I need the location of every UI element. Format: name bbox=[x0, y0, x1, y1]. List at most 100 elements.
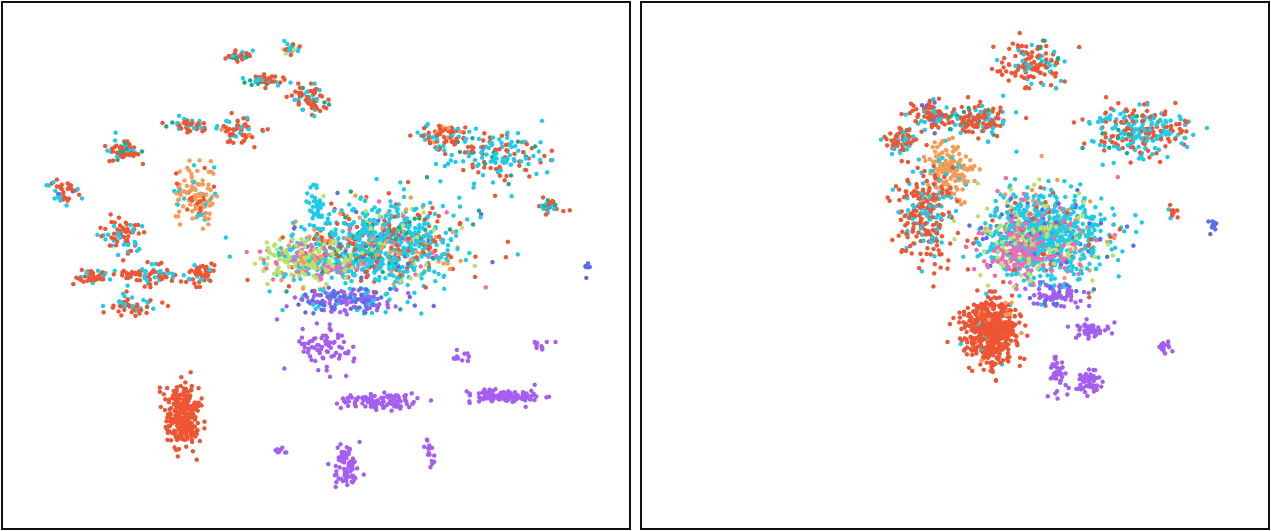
scatter-point bbox=[189, 383, 194, 389]
cluster-0-16 bbox=[537, 195, 572, 217]
scatter-point bbox=[193, 434, 198, 439]
scatter-point bbox=[176, 113, 182, 119]
scatter-point bbox=[960, 127, 966, 132]
scatter-point bbox=[1092, 254, 1097, 260]
scatter-point bbox=[1008, 187, 1013, 192]
scatter-point bbox=[267, 289, 272, 294]
scatter-point bbox=[1042, 38, 1047, 43]
scatter-point bbox=[430, 135, 435, 140]
scatter-point bbox=[149, 262, 155, 267]
scatter-point bbox=[431, 303, 436, 309]
scatter-point bbox=[283, 51, 289, 56]
scatter-point bbox=[945, 165, 951, 170]
scatter-point bbox=[962, 165, 967, 170]
scatter-point bbox=[960, 187, 965, 192]
scatter-point bbox=[434, 146, 439, 152]
scatter-point bbox=[192, 187, 198, 192]
scatter-point bbox=[308, 81, 314, 86]
scatter-point bbox=[445, 161, 451, 166]
scatter-point bbox=[1042, 229, 1047, 234]
scatter-point bbox=[966, 105, 971, 111]
scatter-point bbox=[346, 222, 351, 228]
scatter-point bbox=[163, 397, 168, 402]
scatter-point bbox=[416, 229, 422, 234]
scatter-point bbox=[1150, 138, 1156, 143]
scatter-point bbox=[405, 179, 411, 185]
scatter-point bbox=[432, 211, 438, 217]
scatter-point bbox=[1042, 72, 1047, 77]
scatter-point bbox=[336, 248, 341, 253]
scatter-point bbox=[75, 186, 80, 192]
scatter-point bbox=[381, 395, 386, 401]
scatter-point bbox=[325, 252, 330, 257]
scatter-point bbox=[897, 150, 903, 156]
scatter-point bbox=[103, 237, 108, 242]
scatter-point bbox=[331, 208, 337, 214]
scatter-point bbox=[441, 274, 446, 279]
scatter-point bbox=[387, 239, 393, 245]
scatter-point bbox=[305, 191, 310, 196]
scatter-point bbox=[1009, 213, 1014, 218]
cluster-0-17 bbox=[223, 175, 520, 316]
scatter-point bbox=[1116, 127, 1121, 133]
scatter-point bbox=[1112, 212, 1117, 218]
scatter-point bbox=[1054, 60, 1060, 66]
scatter-point bbox=[457, 149, 463, 155]
scatter-point bbox=[342, 472, 348, 477]
scatter-point bbox=[133, 313, 138, 318]
scatter-point bbox=[308, 248, 314, 253]
scatter-point bbox=[1012, 200, 1018, 206]
scatter-point bbox=[885, 143, 890, 148]
scatter-point bbox=[395, 211, 401, 217]
scatter-point bbox=[136, 231, 141, 236]
scatter-point bbox=[1044, 43, 1049, 49]
scatter-point bbox=[1098, 212, 1103, 217]
scatter-point bbox=[362, 225, 367, 230]
scatter-point bbox=[235, 119, 240, 124]
scatter-point bbox=[1048, 277, 1054, 282]
scatter-point bbox=[208, 278, 213, 284]
scatter-point bbox=[1046, 178, 1051, 184]
scatter-point bbox=[316, 293, 321, 298]
scatter-point bbox=[1083, 214, 1089, 220]
scatter-point bbox=[363, 310, 368, 315]
scatter-point bbox=[963, 124, 969, 129]
scatter-point bbox=[1104, 116, 1109, 121]
scatter-point bbox=[338, 310, 343, 315]
scatter-point bbox=[303, 292, 308, 297]
scatter-point bbox=[431, 227, 437, 232]
scatter-point bbox=[924, 142, 929, 148]
scatter-point bbox=[98, 225, 103, 230]
scatter-point bbox=[327, 258, 332, 263]
scatter-point bbox=[1054, 195, 1059, 201]
scatter-point bbox=[64, 203, 69, 208]
scatter-point bbox=[938, 216, 943, 221]
scatter-point bbox=[471, 185, 476, 190]
scatter-point bbox=[361, 300, 366, 305]
scatter-point bbox=[202, 419, 207, 424]
scatter-point bbox=[425, 121, 430, 127]
scatter-point bbox=[963, 154, 969, 159]
cluster-0-19 bbox=[280, 285, 436, 317]
scatter-point bbox=[946, 120, 952, 126]
scatter-point bbox=[472, 274, 478, 280]
scatter-point bbox=[345, 258, 351, 263]
scatter-point bbox=[1069, 268, 1074, 273]
scatter-point bbox=[432, 269, 437, 274]
scatter-point bbox=[540, 195, 546, 200]
scatter-point bbox=[453, 159, 458, 165]
scatter-point bbox=[358, 258, 363, 263]
scatter-point bbox=[343, 215, 348, 220]
scatter-point bbox=[389, 408, 394, 413]
scatter-point bbox=[114, 154, 120, 159]
scatter-point bbox=[396, 225, 401, 230]
scatter-point bbox=[201, 197, 206, 202]
scatter-point bbox=[1021, 278, 1027, 283]
scatter-point bbox=[194, 428, 199, 434]
scatter-point bbox=[981, 121, 986, 126]
scatter-point bbox=[914, 107, 919, 112]
scatter-point bbox=[970, 129, 975, 135]
scatter-point bbox=[1005, 272, 1010, 277]
scatter-point bbox=[198, 264, 203, 269]
scatter-point bbox=[517, 163, 522, 168]
